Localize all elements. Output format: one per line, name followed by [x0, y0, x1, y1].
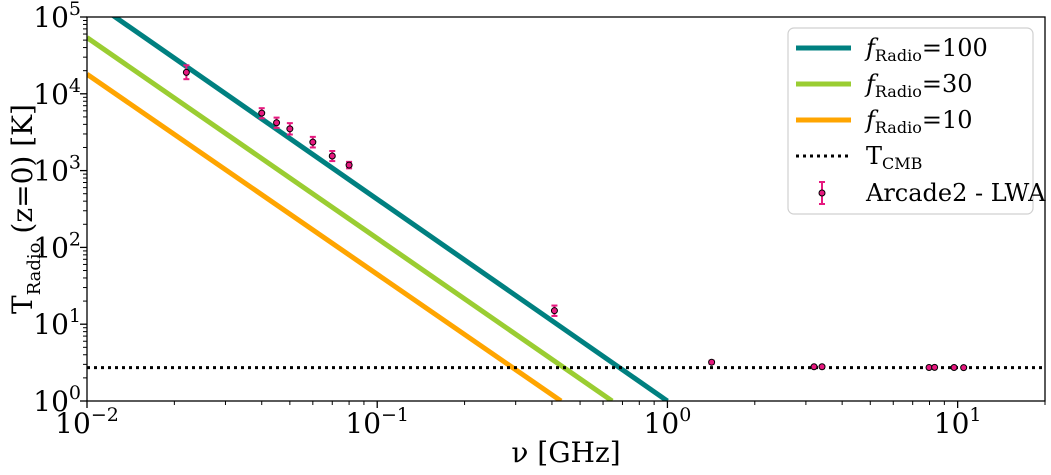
- x-tick-label-exp: −1: [381, 404, 409, 426]
- legend-label-main: T: [866, 142, 882, 170]
- y-tick-label-base: 10: [33, 231, 69, 264]
- data-point: [818, 363, 826, 371]
- legend-label: TCMB: [866, 142, 922, 173]
- legend-label-errorbar: Arcade2 - LWA: [865, 179, 1046, 207]
- legend-label-sub: Radio: [875, 118, 922, 137]
- y-tick-label: 103: [33, 152, 81, 188]
- y-tick-label: 100: [33, 382, 81, 418]
- data-point: [328, 152, 336, 160]
- legend-errorbar-point: [818, 189, 826, 197]
- x-tick-label-exp: 1: [969, 404, 981, 426]
- legend-entries: fRadio=100fRadio=30fRadio=10TCMBArcade2 …: [796, 34, 1046, 207]
- y-axis-title-sub: Radio: [24, 242, 45, 295]
- series-line-fradio-100: [110, 17, 669, 401]
- y-tick-label: 104: [33, 75, 81, 111]
- y-tick-label: 101: [33, 305, 81, 341]
- legend-label: fRadio=100: [864, 34, 988, 65]
- data-point: [550, 307, 558, 315]
- data-point: [950, 364, 958, 372]
- x-tick-label-exp: −2: [91, 404, 119, 426]
- y-tick-label-exp: 0: [69, 382, 81, 404]
- points-layer: [182, 64, 968, 372]
- y-tick-label-base: 10: [33, 1, 69, 34]
- y-tick-label: 105: [33, 0, 81, 34]
- y-tick-label-exp: 5: [69, 0, 81, 20]
- legend-label-rest: =100: [922, 34, 988, 62]
- x-axis-title: ν [GHz]: [511, 436, 620, 469]
- x-tick-label: 10−2: [55, 404, 119, 440]
- y-axis-title-rest: (z=0) [K]: [6, 104, 39, 242]
- x-tick-label: 101: [934, 404, 982, 440]
- series-line-fradio-10: [87, 72, 563, 401]
- legend-box: [787, 27, 1034, 215]
- x-tick-label-exp: 0: [679, 404, 691, 426]
- data-point: [931, 363, 939, 371]
- x-tick-label-base: 10: [934, 407, 970, 440]
- data-point: [708, 358, 716, 366]
- y-tick-label-exp: 3: [69, 152, 81, 174]
- data-point: [273, 119, 281, 127]
- legend-label-sub: Radio: [875, 82, 922, 101]
- data-point: [810, 363, 818, 371]
- legend: fRadio=100fRadio=30fRadio=10TCMBArcade2 …: [787, 27, 1046, 215]
- y-tick-label-exp: 1: [69, 305, 81, 327]
- y-tick-label-exp: 4: [69, 75, 81, 97]
- x-tick-label-base: 10: [644, 407, 680, 440]
- y-axis-title-main: T: [6, 295, 39, 314]
- data-point: [960, 364, 968, 372]
- data-point: [309, 138, 317, 146]
- y-tick-label-base: 10: [33, 308, 69, 341]
- series-line-fradio-30: [87, 35, 614, 401]
- y-axis-title: TRadio (z=0) [K]: [6, 104, 45, 314]
- y-tick-label-base: 10: [33, 155, 69, 188]
- y-tick-label-exp: 2: [69, 228, 81, 250]
- data-point: [182, 68, 190, 76]
- legend-label-sub: CMB: [882, 154, 922, 173]
- data-point: [345, 161, 353, 169]
- x-tick-label-base: 10: [55, 407, 91, 440]
- y-tick-label-base: 10: [33, 78, 69, 111]
- legend-label-rest: =10: [922, 106, 973, 134]
- x-tick-label: 10−1: [345, 404, 409, 440]
- plot-frame: [86, 16, 1046, 402]
- x-tick-label-base: 10: [345, 407, 381, 440]
- y-tick-label-base: 10: [33, 385, 69, 418]
- legend-label-sub: Radio: [875, 46, 922, 65]
- legend-label-rest: =30: [922, 70, 973, 98]
- y-tick-label: 102: [33, 228, 81, 264]
- data-point: [286, 125, 294, 133]
- data-point: [258, 109, 266, 117]
- legend-label: fRadio=10: [864, 106, 973, 137]
- x-tick-label: 100: [644, 404, 692, 440]
